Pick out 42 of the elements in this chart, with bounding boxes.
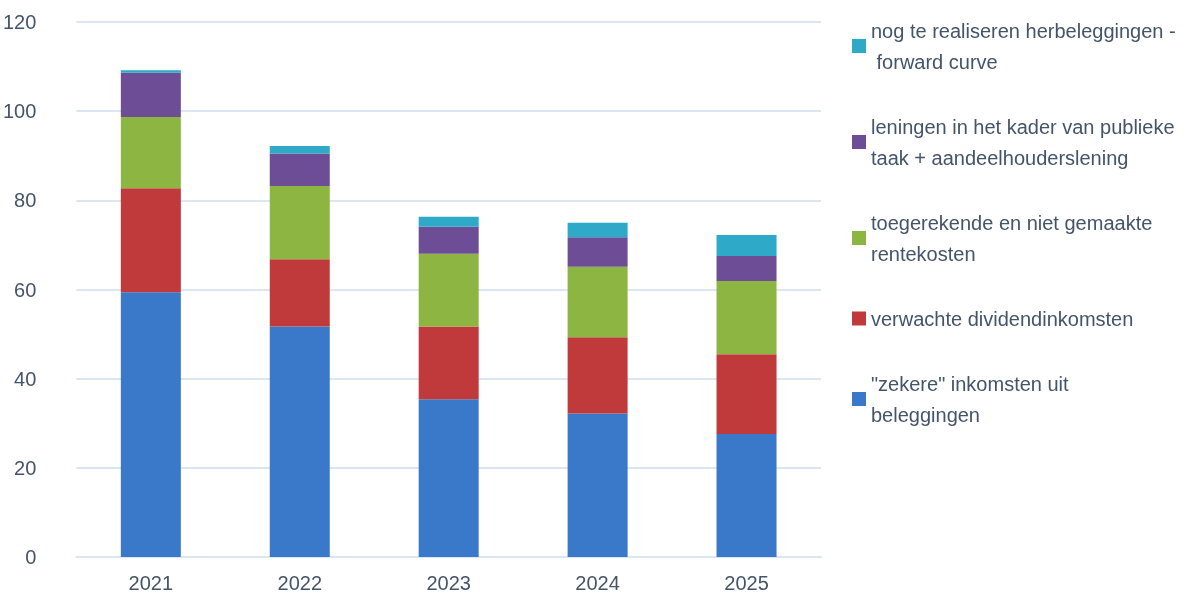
x-tick-label: 2022 [277,572,323,594]
x-tick-label: 2023 [426,572,471,594]
bar [716,354,777,434]
bar [567,222,628,238]
bar [120,72,181,117]
bar [716,433,777,557]
bar [567,337,628,414]
y-tick-label: 60 [14,278,37,301]
bar [567,237,628,267]
y-tick-label: 100 [2,100,37,123]
bar [269,259,330,327]
bar [269,145,330,154]
bar [269,186,330,260]
legend-label: nog te realiseren herbeleggingen - forward curve [871,19,1176,73]
y-tick-label: 40 [14,367,37,390]
bar [120,116,181,189]
bar [418,253,479,327]
bar [418,399,479,557]
y-tick-label: 80 [14,189,37,212]
bar [269,326,330,557]
bar [120,292,181,557]
x-tick-label: 2025 [724,572,769,594]
bar [120,188,181,293]
bar [418,216,479,227]
legend-label: verwachte dividendinkomsten [871,307,1134,330]
x-tick-label: 2024 [575,572,620,594]
bar [567,266,628,338]
legend-label: "zekere" inkomsten uit beleggingen [871,372,1075,426]
bar [120,70,181,73]
bar [418,226,479,254]
y-tick-label: 120 [2,11,37,33]
bar [716,281,777,355]
bar [269,153,330,187]
legend-label: toegerekende en niet gemaakte rentekosten [871,211,1158,265]
y-tick-label: 0 [25,546,37,568]
legend-label: leningen in het kader van publieke taak + aandeelhouderslening [871,115,1181,169]
bar [418,326,479,400]
y-tick-label: 20 [14,456,37,479]
bar [716,235,777,257]
x-tick-label: 2021 [128,572,174,594]
bar [567,413,628,557]
bar [716,256,777,282]
